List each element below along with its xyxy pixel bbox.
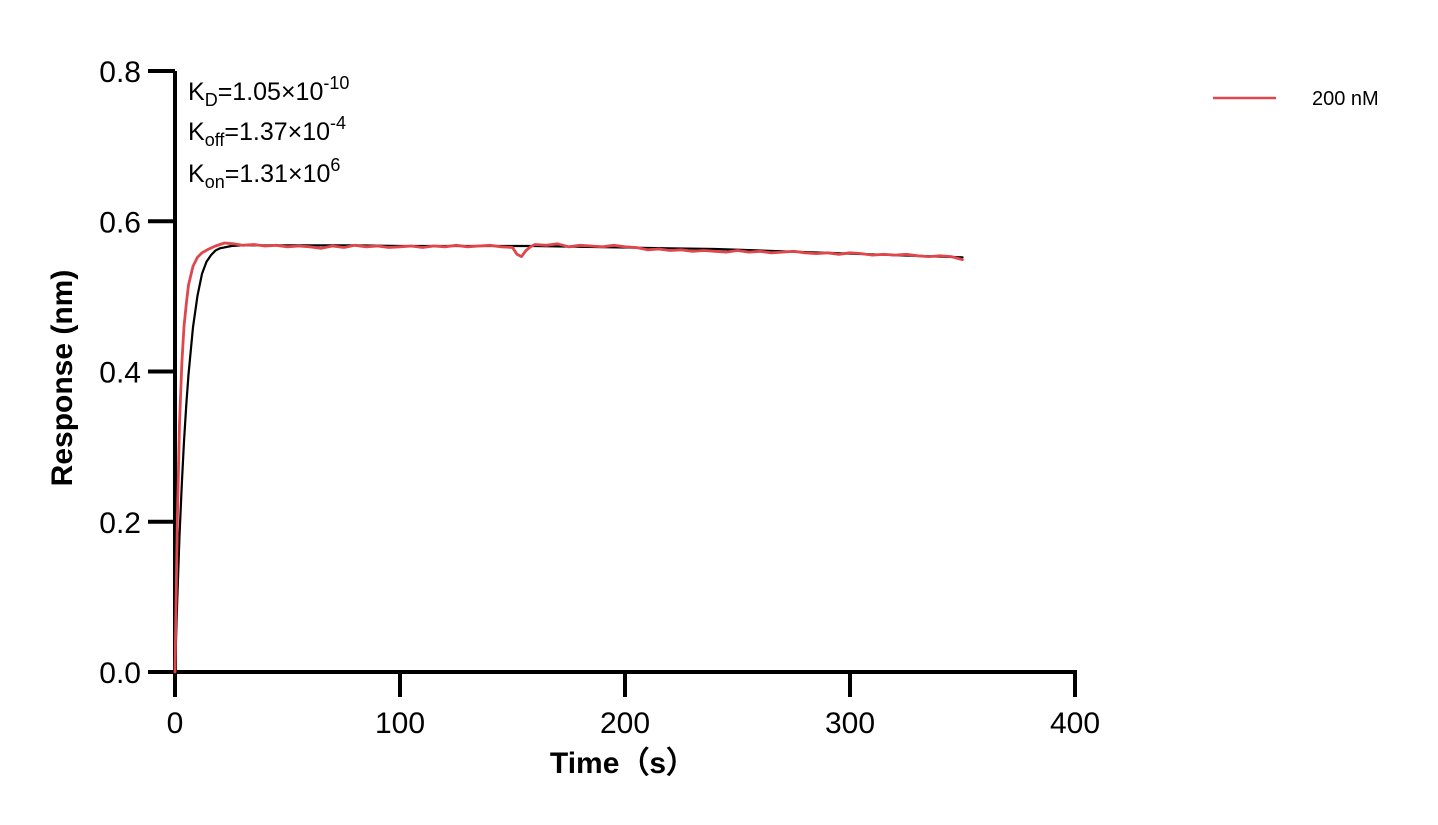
y-tick-label: 0.0 — [99, 657, 141, 690]
annotation-kd: KD=1.05×10-10 — [188, 73, 349, 110]
x-tick-label: 100 — [375, 707, 425, 740]
annotation-koff: Koff=1.37×10-4 — [188, 113, 346, 150]
legend-label-200nm: 200 nM — [1312, 88, 1379, 110]
x-ticks: 0 100 200 300 400 — [167, 672, 1100, 740]
x-tick-label: 300 — [825, 707, 875, 740]
y-tick-label: 0.8 — [99, 56, 141, 89]
series-line-200nm — [173, 241, 964, 674]
x-tick-label: 400 — [1050, 707, 1100, 740]
x-tick-label: 200 — [600, 707, 650, 740]
x-axis-title: Time（s） — [550, 746, 696, 780]
series-layer — [173, 241, 964, 674]
y-tick-label: 0.2 — [99, 507, 141, 540]
x-tick-label: 0 — [167, 707, 184, 740]
y-tick-label: 0.4 — [99, 357, 141, 390]
annotation-kon: Kon=1.31×106 — [188, 155, 340, 192]
y-ticks: 0.0 0.2 0.4 0.6 0.8 — [99, 56, 175, 690]
legend: 200 nM — [1213, 88, 1379, 110]
y-axis-title: Response (nm) — [46, 270, 79, 487]
series-line-fit — [173, 244, 964, 674]
y-tick-label: 0.6 — [99, 206, 141, 239]
